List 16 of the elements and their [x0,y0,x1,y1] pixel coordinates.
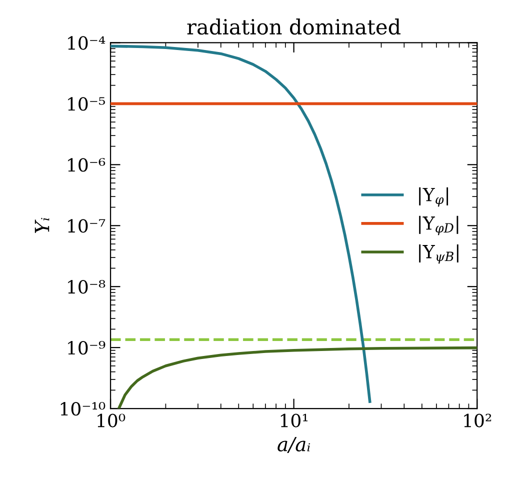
x-tick-label: 10¹ [280,414,308,428]
legend-label: |Y$_{φD}$| [419,216,458,236]
y-tick-label: 10⁻⁷ [68,219,106,233]
y-tick-label: 10⁻⁴ [68,36,106,50]
x-tick-label: 10² [464,414,492,428]
legend-label: |Y$_{φ}$| [419,187,448,207]
legend-label: |Y$_{ψB}$| [419,244,458,264]
y-axis-title: Yᵢ [34,218,50,234]
y-tick-label: 10⁻⁶ [68,158,106,172]
chart-title: radiation dominated [187,18,400,35]
x-axis-title: a/aᵢ [278,437,310,453]
y-tick-label: 10⁻⁸ [68,280,106,294]
x-tick-label: 10⁰ [98,414,126,428]
y-tick-label: 10⁻⁹ [68,341,106,355]
y-tick-label: 10⁻⁵ [68,97,105,111]
y-tick-label: 10⁻¹⁰ [60,402,106,416]
